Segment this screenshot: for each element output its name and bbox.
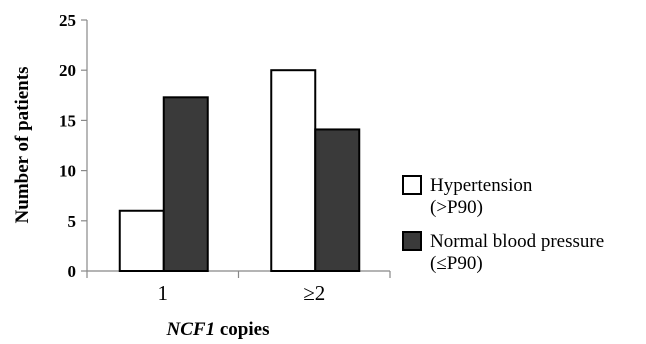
y-tick-label: 0 xyxy=(68,262,77,281)
y-tick-label: 20 xyxy=(59,61,76,80)
x-axis-title-rest: copies xyxy=(215,319,269,340)
y-axis: 0 5 10 15 20 25 xyxy=(59,11,88,281)
bar-hypertension-1 xyxy=(270,69,317,272)
bar-hypertension-0 xyxy=(118,209,165,272)
y-axis-title: Number of patients xyxy=(12,67,33,224)
y-tick-label: 5 xyxy=(68,212,77,231)
x-axis: 1 ≥2 xyxy=(86,270,391,305)
x-axis-title-gene: NCF1 xyxy=(166,319,216,340)
x-category-label: 1 xyxy=(158,281,169,305)
bar-normal-bp-1 xyxy=(314,128,361,272)
legend-swatch-normal-bp xyxy=(402,231,422,251)
y-tick-label: 10 xyxy=(59,162,76,181)
x-axis-title: NCF1 copies xyxy=(166,319,270,340)
legend: Hypertension (>P90) Normal blood pressure(… xyxy=(402,175,604,274)
legend-label-hypertension: Hypertension (>P90) xyxy=(430,175,533,218)
legend-swatch-hypertension xyxy=(402,175,422,195)
y-tick-label: 15 xyxy=(59,111,76,130)
bar-normal-bp-0 xyxy=(162,96,209,272)
legend-label-normal-bp: Normal blood pressure (≤P90) xyxy=(430,231,604,274)
bars xyxy=(118,69,361,272)
x-category-label: ≥2 xyxy=(303,281,325,305)
y-tick-label: 25 xyxy=(59,11,76,30)
